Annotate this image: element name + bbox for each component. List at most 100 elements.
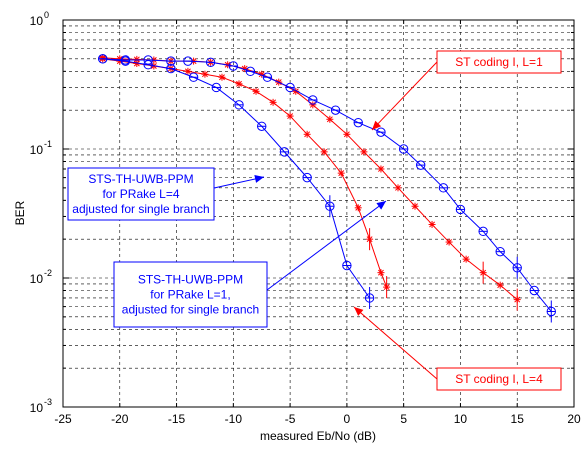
data-point bbox=[133, 60, 141, 68]
data-point bbox=[184, 67, 192, 75]
annotation-text: for PRake L=4 bbox=[102, 187, 179, 201]
data-point bbox=[377, 269, 385, 277]
star-stroke bbox=[258, 71, 265, 78]
star-stroke bbox=[338, 170, 345, 177]
data-point bbox=[235, 80, 243, 88]
data-point bbox=[496, 281, 504, 289]
data-point bbox=[201, 70, 209, 78]
y-tick-exponent: -2 bbox=[44, 268, 52, 278]
data-point bbox=[303, 130, 311, 138]
x-tick-label: -20 bbox=[111, 412, 129, 426]
star-stroke bbox=[201, 71, 208, 78]
y-tick-base: 10 bbox=[30, 272, 44, 286]
arrow-head bbox=[254, 175, 264, 183]
data-point bbox=[462, 255, 470, 263]
annotation-1: ST coding I, L=1 bbox=[371, 50, 562, 131]
star-stroke bbox=[378, 269, 384, 276]
annotation-box bbox=[436, 50, 562, 74]
data-point bbox=[320, 148, 328, 156]
data-point bbox=[326, 115, 334, 123]
star-stroke bbox=[241, 65, 248, 72]
x-tick-label: -25 bbox=[54, 412, 72, 426]
annotation-layer: ST coding I, L=1 ST coding I, L=4 STS-TH-U… bbox=[67, 50, 562, 391]
y-tick-exponent: 0 bbox=[44, 10, 49, 20]
data-point bbox=[445, 238, 453, 246]
star-stroke bbox=[497, 282, 504, 289]
annotation-arrow bbox=[266, 200, 387, 291]
data-point bbox=[394, 184, 402, 192]
x-tick-label: 0 bbox=[344, 412, 351, 426]
annotation-2: ST coding I, L=4 bbox=[353, 306, 562, 391]
star-stroke bbox=[429, 221, 436, 228]
star-stroke bbox=[395, 184, 401, 191]
x-tick-label: 10 bbox=[454, 412, 468, 426]
data-point bbox=[286, 112, 294, 120]
y-tick-exponent: -3 bbox=[44, 397, 52, 407]
star-stroke bbox=[446, 239, 453, 245]
star-stroke bbox=[253, 88, 259, 95]
annotation-text: adjusted for single branch bbox=[122, 303, 259, 317]
star-stroke bbox=[355, 204, 362, 211]
series-3 bbox=[98, 54, 556, 323]
star-stroke bbox=[304, 131, 311, 138]
star-stroke bbox=[360, 148, 367, 155]
x-tick-label: 5 bbox=[400, 412, 407, 426]
series-4 bbox=[98, 54, 375, 309]
data-point bbox=[428, 220, 436, 228]
arrow-head bbox=[354, 307, 364, 316]
x-tick-label: -10 bbox=[225, 412, 243, 426]
annotation-text: STS-TH-UWB-PPM bbox=[138, 273, 243, 287]
arrow-head bbox=[372, 120, 382, 130]
data-point bbox=[269, 98, 277, 106]
x-tick-label: -15 bbox=[168, 412, 186, 426]
y-tick-base: 10 bbox=[30, 14, 44, 28]
data-point bbox=[218, 73, 226, 81]
data-point bbox=[343, 130, 351, 138]
x-tick-label: 20 bbox=[567, 412, 581, 426]
arrow-head bbox=[376, 201, 386, 210]
star-stroke bbox=[463, 256, 470, 263]
annotation-text: for PRake L=1, bbox=[150, 288, 230, 302]
star-stroke bbox=[133, 60, 140, 67]
y-axis-label: BER bbox=[13, 200, 27, 225]
x-axis-label: measured Eb/No (dB) bbox=[260, 429, 376, 443]
star-stroke bbox=[270, 99, 277, 106]
data-point bbox=[309, 101, 317, 109]
star-stroke bbox=[309, 101, 316, 108]
annotation-arrow bbox=[371, 61, 438, 131]
data-point bbox=[411, 202, 419, 210]
y-tick-label: 10 -3 bbox=[30, 397, 52, 415]
star-stroke bbox=[184, 68, 191, 75]
y-tick-base: 10 bbox=[30, 143, 44, 157]
y-tick-label: 10 -2 bbox=[30, 268, 52, 286]
data-point bbox=[337, 169, 345, 177]
data-point bbox=[354, 204, 362, 212]
annotation-text: ST coding I, L=4 bbox=[455, 372, 543, 386]
annotation-arrow bbox=[353, 306, 438, 380]
data-point bbox=[252, 87, 260, 95]
annotation-text: STS-TH-UWB-PPM bbox=[88, 172, 193, 186]
star-stroke bbox=[321, 148, 328, 155]
star-stroke bbox=[343, 131, 350, 138]
x-tick-label: -5 bbox=[285, 412, 296, 426]
y-tick-base: 10 bbox=[30, 401, 44, 415]
y-tick-exponent: -1 bbox=[44, 139, 52, 149]
star-stroke bbox=[378, 166, 384, 172]
annotation-text: adjusted for single branch bbox=[72, 202, 209, 216]
y-tick-label: 10 -1 bbox=[30, 139, 52, 157]
data-point bbox=[360, 148, 368, 156]
series-layer bbox=[98, 54, 556, 323]
annotation-box bbox=[113, 261, 268, 328]
star-stroke bbox=[236, 80, 242, 87]
data-point bbox=[377, 165, 385, 173]
x-tick-label: 15 bbox=[511, 412, 525, 426]
star-stroke bbox=[292, 88, 299, 95]
annotation-box bbox=[436, 367, 562, 391]
star-stroke bbox=[326, 116, 333, 123]
star-stroke bbox=[412, 203, 418, 210]
annotation-text: ST coding I, L=1 bbox=[455, 55, 543, 69]
